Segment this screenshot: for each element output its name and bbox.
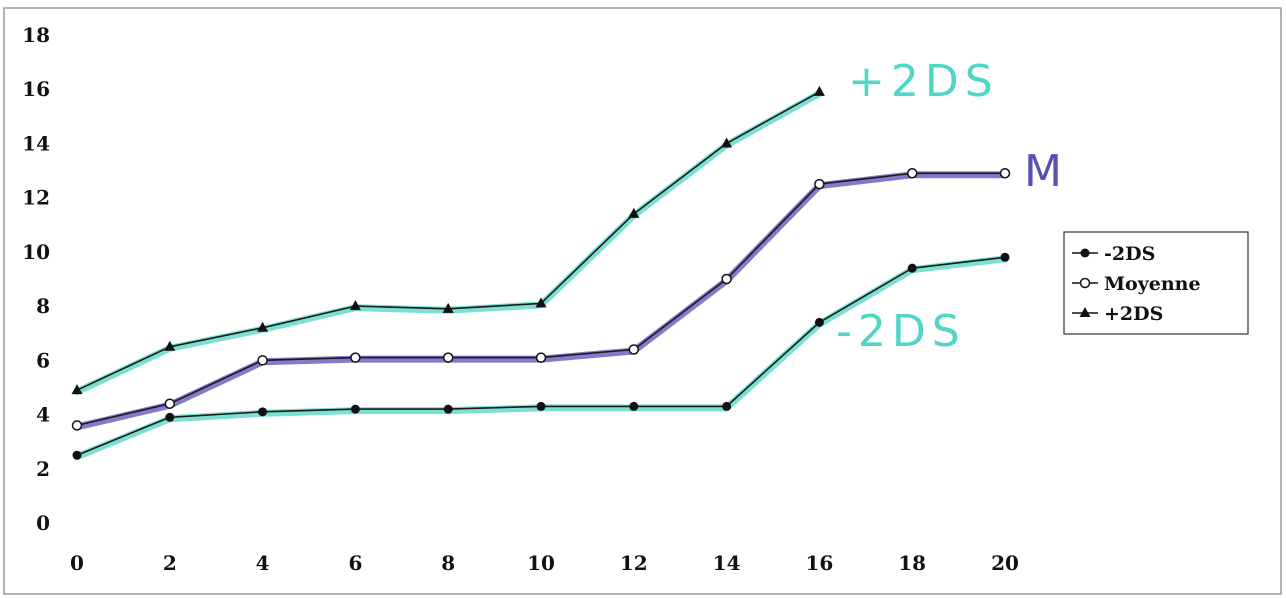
data-point xyxy=(721,137,733,148)
x-tick-label: 14 xyxy=(713,551,741,575)
y-tick-label: 4 xyxy=(36,403,50,427)
y-tick-label: 8 xyxy=(36,294,50,318)
data-point xyxy=(999,168,1011,179)
data-point xyxy=(628,207,640,218)
y-tick-label: 12 xyxy=(22,186,50,210)
data-point xyxy=(906,168,918,179)
data-point xyxy=(257,321,269,332)
x-tick-label: 12 xyxy=(620,551,648,575)
annotation-label: +2DS xyxy=(848,56,999,107)
legend-label: +2DS xyxy=(1104,303,1163,325)
x-tick-label: 6 xyxy=(348,551,362,575)
data-point xyxy=(257,355,268,366)
series--2DS xyxy=(72,252,1010,461)
series-highlight xyxy=(73,89,823,396)
annotation-label: M xyxy=(1024,146,1062,197)
legend-entry: +2DS xyxy=(1072,303,1163,325)
legend-entry: -2DS xyxy=(1072,243,1155,265)
series-+2DS xyxy=(71,85,825,396)
y-tick-label: 18 xyxy=(22,23,50,47)
data-point xyxy=(443,404,453,414)
x-axis-ticks: 0 2 4 6 8 10 12 14 16 18 20 xyxy=(70,551,1019,575)
data-point xyxy=(813,85,825,96)
y-tick-label: 16 xyxy=(22,77,50,101)
data-point xyxy=(71,420,83,431)
y-tick-label: 10 xyxy=(22,240,50,264)
legend-label: -2DS xyxy=(1104,243,1155,265)
data-point xyxy=(814,317,824,327)
data-point xyxy=(71,384,83,395)
annotation-label: -2DS xyxy=(836,306,966,357)
data-point xyxy=(536,401,546,411)
data-point xyxy=(164,398,176,409)
data-point xyxy=(350,352,361,363)
x-tick-label: 2 xyxy=(163,551,177,575)
y-tick-label: 14 xyxy=(22,131,50,155)
data-point xyxy=(1000,252,1010,262)
data-point xyxy=(722,401,732,411)
data-point xyxy=(628,344,640,355)
data-point xyxy=(814,178,825,190)
legend-swatch-marker xyxy=(1080,248,1090,258)
data-point xyxy=(629,401,639,411)
legend-entry: Moyenne xyxy=(1072,273,1201,295)
data-point xyxy=(72,450,82,460)
x-tick-label: 0 xyxy=(70,551,84,575)
y-tick-label: 0 xyxy=(36,511,50,535)
y-axis-ticks: 0 2 4 6 8 10 12 14 16 18 xyxy=(22,23,50,535)
annotations: +2DS M -2DS xyxy=(836,56,1062,357)
legend: -2DS Moyenne +2DS xyxy=(1063,231,1249,335)
x-tick-label: 10 xyxy=(527,551,555,575)
data-point xyxy=(535,352,547,363)
x-tick-label: 18 xyxy=(898,551,926,575)
x-tick-label: 16 xyxy=(805,551,833,575)
y-tick-label: 6 xyxy=(36,348,50,372)
data-point xyxy=(442,352,454,363)
series-Moyenne xyxy=(71,168,1011,431)
data-point xyxy=(907,263,917,273)
y-tick-label: 2 xyxy=(36,457,50,481)
data-point xyxy=(535,297,547,308)
legend-swatch-marker xyxy=(1079,307,1091,317)
data-point xyxy=(349,300,361,311)
series-layer xyxy=(71,85,1011,461)
chart-frame xyxy=(3,7,1282,595)
data-point xyxy=(164,340,176,351)
data-point xyxy=(350,404,360,414)
x-tick-label: 8 xyxy=(441,551,455,575)
data-point xyxy=(165,412,175,422)
x-tick-label: 20 xyxy=(991,551,1019,575)
legend-label: Moyenne xyxy=(1104,273,1201,295)
data-point xyxy=(258,407,268,417)
data-point xyxy=(721,273,732,285)
legend-swatch-marker xyxy=(1079,277,1091,289)
x-tick-label: 4 xyxy=(256,551,270,575)
data-point xyxy=(442,302,454,313)
